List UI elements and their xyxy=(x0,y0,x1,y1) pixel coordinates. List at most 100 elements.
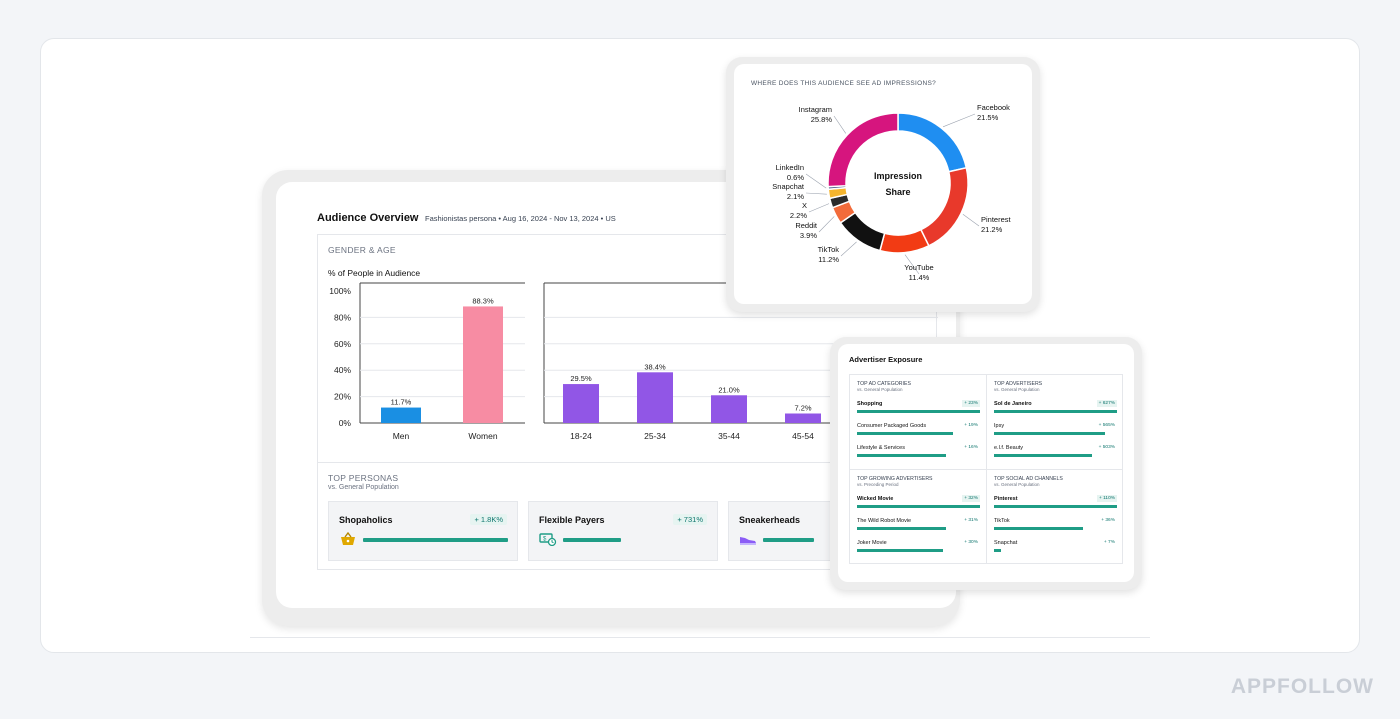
slice-value-label: 21.2% xyxy=(981,225,1003,234)
donut-slice xyxy=(827,112,899,188)
slice-value-label: 0.6% xyxy=(787,173,804,182)
advertiser-row[interactable]: TikTok + 36% xyxy=(994,518,1117,538)
advertiser-row[interactable]: Snapchat + 7% xyxy=(994,540,1117,560)
advertiser-row[interactable]: Wicked Movie + 32% xyxy=(857,495,980,516)
slice-name-label: LinkedIn xyxy=(776,163,804,172)
slice-name-label: TikTok xyxy=(818,245,840,254)
row-bar xyxy=(857,410,980,413)
top-personas-subtitle: vs. General Population xyxy=(328,484,399,491)
section-subtitle: vs. General Population xyxy=(994,387,1040,392)
slice-name-label: Snapchat xyxy=(772,182,805,191)
section-subtitle: vs. General Population xyxy=(994,482,1040,487)
advertiser-row[interactable]: Shopping + 23% xyxy=(857,400,980,421)
advertiser-section: TOP AD CATEGORIES vs. General Population S… xyxy=(850,375,986,469)
row-name: Pinterest xyxy=(994,496,1018,502)
x-tick-label: Women xyxy=(468,431,497,441)
y-tick-label: 20% xyxy=(334,392,351,402)
leader-line xyxy=(840,241,857,257)
row-bar xyxy=(857,432,953,435)
slice-name-label: Facebook xyxy=(977,103,1010,112)
bar xyxy=(463,306,503,423)
brand-watermark: APPFOLLOW xyxy=(1230,675,1374,698)
row-name: e.l.f. Beauty xyxy=(994,445,1024,451)
donut-slice xyxy=(879,228,930,254)
slice-value-label: 11.2% xyxy=(818,255,839,264)
slice-value-label: 2.2% xyxy=(790,211,807,220)
advertiser-row[interactable]: Pinterest + 110% xyxy=(994,495,1117,516)
advertiser-row[interactable]: e.l.f. Beauty + 503% xyxy=(994,445,1117,465)
y-tick-label: 100% xyxy=(329,286,351,296)
row-name: Shopping xyxy=(857,401,883,407)
section-subtitle: vs. Preceding Period xyxy=(857,482,899,487)
bar-value-label: 88.3% xyxy=(472,296,494,305)
row-delta: + 7% xyxy=(1103,540,1115,545)
row-delta: + 30% xyxy=(964,540,978,545)
advertiser-row[interactable]: The Wild Robot Movie + 31% xyxy=(857,518,980,538)
svg-text:$: $ xyxy=(543,537,547,543)
advertiser-grid: TOP AD CATEGORIES vs. General Population S… xyxy=(849,374,1123,564)
persona-delta: + 1.8K% xyxy=(470,514,507,525)
bar-value-label: 7.2% xyxy=(794,403,811,412)
row-delta: + 36% xyxy=(1101,518,1115,523)
slice-name-label: Reddit xyxy=(795,221,818,230)
persona-delta: + 731% xyxy=(673,514,707,525)
bar xyxy=(711,395,747,423)
slice-name-label: YouTube xyxy=(904,263,933,272)
gender-age-chart: 0% 20% 40% 60% 80% 100% 11.7% Men 88.3% Women 29.5… xyxy=(329,282,938,441)
advertiser-row[interactable]: Ipsy + 565% xyxy=(994,423,1117,443)
advertiser-row[interactable]: Joker Movie + 30% xyxy=(857,540,980,560)
advertiser-title: Advertiser Exposure xyxy=(849,355,923,364)
row-delta: + 565% xyxy=(1098,423,1115,428)
donut-center-label: Share xyxy=(885,187,910,197)
gender-age-panel: GENDER & AGE % of People in Audience 0% 2… xyxy=(317,234,938,462)
x-tick-label: 25-34 xyxy=(644,431,666,441)
persona-card-shopaholics[interactable]: Shopaholics + 1.8K% xyxy=(328,501,518,561)
money-clock-icon: $ xyxy=(539,533,557,546)
row-name: The Wild Robot Movie xyxy=(857,518,912,524)
bar xyxy=(637,372,673,423)
shopping-basket-icon xyxy=(341,532,355,545)
leader-line xyxy=(805,173,827,189)
slice-value-label: 11.4% xyxy=(909,273,930,282)
row-delta: + 627% xyxy=(1096,400,1117,407)
persona-bar xyxy=(563,538,621,542)
slice-value-label: 3.9% xyxy=(800,231,817,240)
row-bar xyxy=(994,549,1002,552)
bar-value-label: 11.7% xyxy=(391,398,412,407)
row-bar xyxy=(994,527,1083,530)
advertiser-section: TOP SOCIAL AD CHANNELS vs. General Popula… xyxy=(986,469,1122,563)
bar xyxy=(381,407,421,423)
advertiser-row[interactable]: Sol de Janeiro + 627% xyxy=(994,400,1117,421)
row-name: Consumer Packaged Goods xyxy=(857,423,927,429)
row-delta: + 19% xyxy=(964,423,978,428)
slice-name-label: Instagram xyxy=(799,105,832,114)
persona-bar xyxy=(363,538,508,542)
advertiser-section: TOP GROWING ADVERTISERS vs. Preceding Per… xyxy=(850,469,986,563)
row-bar xyxy=(994,410,1117,413)
row-bar xyxy=(994,432,1105,435)
persona-card-flexible-payers[interactable]: Flexible Payers + 731% $ xyxy=(528,501,718,561)
row-bar xyxy=(857,505,980,508)
x-tick-label: Men xyxy=(393,431,410,441)
row-delta: + 503% xyxy=(1098,445,1115,450)
row-bar xyxy=(857,549,944,552)
y-tick-label: 0% xyxy=(339,418,352,428)
leader-line xyxy=(962,213,980,227)
section-title: TOP SOCIAL AD CHANNELS xyxy=(994,476,1063,482)
divider xyxy=(250,637,1150,638)
row-bar xyxy=(857,527,946,530)
y-tick-label: 60% xyxy=(334,339,351,349)
bar xyxy=(563,384,599,423)
persona-bar xyxy=(763,538,814,542)
advertiser-row[interactable]: Lifestyle & Services + 16% xyxy=(857,445,980,465)
page-subtitle: Fashionistas persona • Aug 16, 2024 - No… xyxy=(425,214,616,223)
row-name: Snapchat xyxy=(994,540,1018,546)
row-bar xyxy=(994,454,1093,457)
slice-name-label: Pinterest xyxy=(981,215,1012,224)
row-bar xyxy=(994,505,1117,508)
leader-line xyxy=(904,254,920,275)
x-tick-label: 18-24 xyxy=(570,431,592,441)
top-personas-title: TOP PERSONAS xyxy=(328,473,399,483)
advertiser-row[interactable]: Consumer Packaged Goods + 19% xyxy=(857,423,980,443)
